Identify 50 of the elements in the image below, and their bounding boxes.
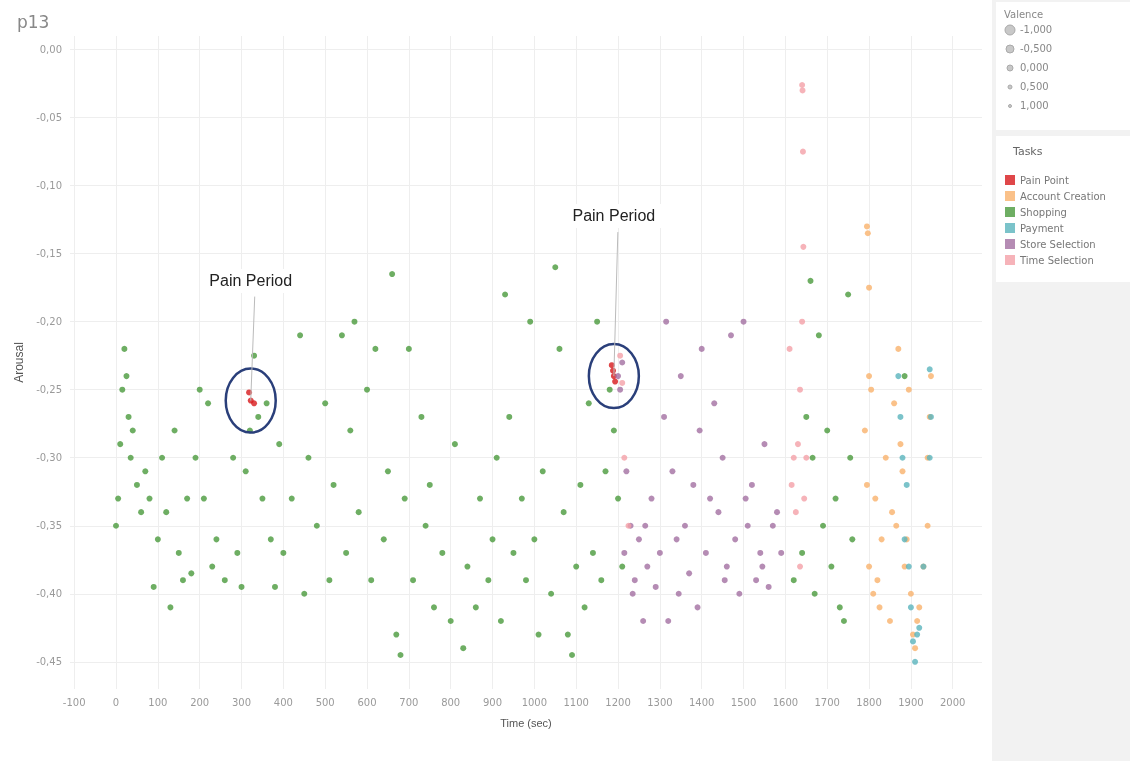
x-tick-label: 1900 — [898, 696, 924, 708]
y-tick-label: -0,10 — [36, 180, 62, 192]
x-tick-label: 100 — [148, 696, 168, 708]
legend-title: Tasks — [1012, 145, 1043, 158]
legend-label: Pain Point — [1020, 174, 1069, 186]
x-tick-label: 1000 — [521, 696, 548, 708]
text: -0,500 — [1020, 42, 1053, 54]
y-tick-label: -0,30 — [36, 452, 62, 464]
x-tick-label: 0 — [112, 696, 120, 708]
x-axis-title: Time (sec) — [500, 716, 552, 729]
x-tick-label: 1300 — [647, 696, 673, 708]
x-tick-label: 300 — [231, 696, 252, 708]
x-tick-label: 1100 — [563, 696, 589, 708]
x-tick-label: 400 — [273, 696, 293, 708]
x-tick-label: 1700 — [814, 696, 840, 708]
x-tick-label: 1400 — [688, 696, 715, 708]
annotation: Pain Period — [566, 204, 662, 229]
chart-title: p13 — [17, 11, 50, 32]
x-tick-label: 200 — [190, 696, 210, 708]
y-tick-label: -0,15 — [36, 248, 62, 260]
x-tick-label: 1200 — [605, 696, 631, 708]
x-tick-label: 900 — [482, 696, 503, 708]
x-tick-label: 700 — [399, 696, 419, 708]
x-tick-label: 1600 — [772, 696, 799, 708]
y-axis-title: Arousal — [12, 342, 27, 383]
legend-label: Shopping — [1020, 206, 1067, 218]
x-tick-label: 1500 — [730, 696, 757, 708]
x-tick-label: 500 — [315, 696, 335, 708]
x-tick-label: 2000 — [939, 696, 966, 708]
y-tick-label: -0,05 — [36, 112, 62, 124]
y-tick-label: -0,40 — [36, 588, 62, 600]
y-tick-label: 0,00 — [39, 44, 62, 56]
x-tick-label: -100 — [62, 696, 86, 708]
text: 0,500 — [1020, 80, 1049, 92]
text: 0,000 — [1020, 61, 1049, 73]
y-tick-label: -0,20 — [36, 316, 62, 328]
annotation: Pain Period — [203, 268, 299, 293]
text: -1,000 — [1020, 23, 1053, 35]
x-tick-label: 800 — [441, 696, 461, 708]
y-tick-label: -0,35 — [36, 520, 62, 532]
legend-label: Payment — [1020, 222, 1064, 234]
legend-label: Account Creation — [1020, 190, 1106, 202]
y-tick-label: -0,25 — [36, 384, 62, 396]
text: Valence — [1004, 8, 1044, 20]
x-tick-label: 600 — [357, 696, 377, 708]
legend-label: Store Selection — [1020, 238, 1096, 250]
x-tick-label: 1800 — [856, 696, 882, 708]
legend-label: Time Selection — [1019, 254, 1094, 266]
y-tick-label: -0,45 — [36, 656, 62, 668]
text: 1,000 — [1020, 99, 1049, 111]
